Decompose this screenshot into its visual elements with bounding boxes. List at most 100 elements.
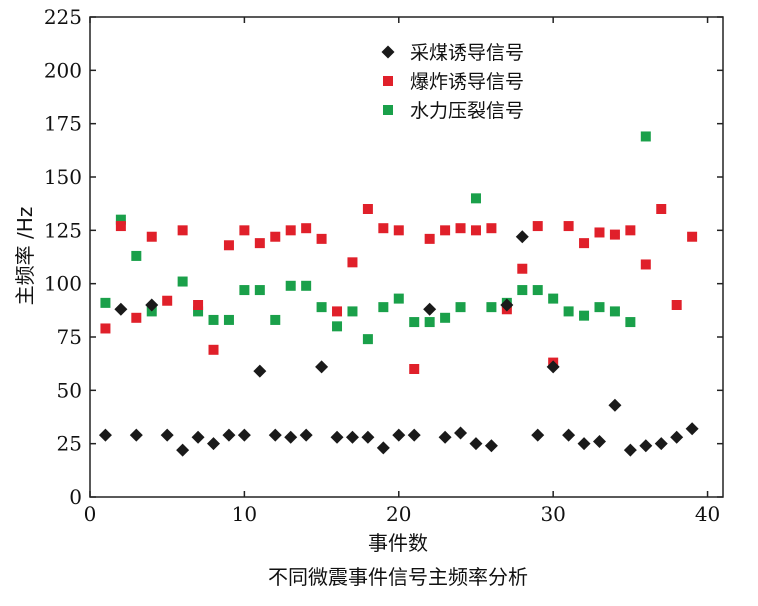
x-tick-label: 10 [232, 502, 257, 526]
y-tick-label: 25 [57, 432, 82, 456]
x-tick-label: 0 [84, 502, 97, 526]
data-point-square [440, 225, 451, 236]
data-point-diamond [299, 428, 313, 442]
data-point-square [162, 295, 173, 306]
data-point-square [254, 285, 265, 296]
y-tick-label: 100 [44, 272, 82, 296]
data-point-square [640, 131, 651, 142]
data-point-square [316, 302, 327, 313]
x-tick-label: 40 [695, 502, 720, 526]
data-point-square [470, 193, 481, 204]
data-point-square [517, 285, 528, 296]
data-point-square [424, 233, 435, 244]
data-point-square [270, 314, 281, 325]
data-point-diamond [608, 398, 622, 412]
data-point-square [347, 306, 358, 317]
data-point-square [609, 306, 620, 317]
data-point-square [625, 225, 636, 236]
data-point-diamond [407, 428, 421, 442]
legend-marker [383, 76, 393, 86]
data-point-diamond [392, 428, 406, 442]
data-point-square [177, 276, 188, 287]
data-point-diamond [160, 428, 174, 442]
data-point-diamond [315, 360, 329, 374]
data-point-square [223, 240, 234, 251]
data-point-square [393, 225, 404, 236]
data-point-diamond [654, 437, 668, 451]
data-point-diamond [577, 437, 591, 451]
data-point-diamond [253, 364, 267, 378]
data-point-square [579, 310, 590, 321]
data-point-square [409, 364, 420, 374]
plot-frame [89, 16, 724, 498]
data-point-square [254, 238, 265, 249]
data-point-square [594, 302, 605, 313]
data-point-square [100, 323, 111, 334]
x-tick-label: 30 [540, 502, 565, 526]
data-point-square [455, 302, 466, 313]
data-point-square [656, 204, 667, 214]
data-point-square [193, 300, 204, 310]
data-point-square [532, 221, 543, 232]
data-point-square [440, 312, 451, 323]
data-point-diamond [176, 443, 190, 457]
data-markers [98, 131, 699, 457]
data-point-diamond [469, 437, 483, 451]
legend-marker [383, 105, 393, 115]
data-point-square [687, 231, 698, 242]
data-point-square [455, 223, 466, 234]
data-point-square [270, 231, 281, 242]
data-point-square [594, 227, 605, 238]
data-point-square [285, 225, 296, 236]
data-point-square [470, 225, 481, 236]
data-point-square [131, 312, 142, 323]
data-point-diamond [423, 302, 437, 316]
data-point-square [563, 306, 574, 317]
data-point-diamond [515, 230, 529, 244]
data-point-square [424, 317, 435, 328]
data-point-square [362, 334, 373, 345]
data-point-diamond [345, 430, 359, 444]
data-point-square [409, 317, 420, 328]
y-tick-label: 175 [44, 112, 82, 136]
data-point-square [301, 280, 312, 291]
legend-label: 爆炸诱导信号 [410, 71, 524, 93]
data-point-square [640, 259, 651, 270]
data-point-diamond [237, 428, 251, 442]
y-tick-label: 225 [44, 5, 82, 29]
data-point-diamond [546, 360, 560, 374]
y-tick-label: 75 [57, 325, 82, 349]
data-point-diamond [454, 426, 468, 440]
data-point-diamond [191, 430, 205, 444]
data-point-square [532, 285, 543, 296]
data-point-square [100, 297, 111, 308]
data-point-diamond [670, 430, 684, 444]
data-point-square [563, 221, 574, 232]
data-point-square [486, 223, 497, 234]
data-point-square [517, 263, 528, 274]
data-point-diamond [639, 439, 653, 453]
data-point-square [115, 221, 126, 232]
data-point-diamond [284, 430, 298, 444]
data-point-square [208, 314, 219, 325]
data-point-square [239, 225, 250, 236]
data-point-square [316, 233, 327, 244]
data-point-diamond [484, 439, 498, 453]
data-point-square [208, 344, 219, 355]
data-point-square [115, 214, 126, 225]
data-point-diamond [592, 435, 606, 449]
data-point-square [579, 238, 590, 249]
data-point-diamond [268, 428, 282, 442]
chart-caption: 不同微震事件信号主频率分析 [268, 565, 528, 589]
x-tick-label: 20 [386, 502, 411, 526]
data-point-diamond [145, 298, 159, 312]
legend-label: 水力压裂信号 [410, 100, 524, 122]
y-axis-title: 主频率 /Hz [13, 207, 37, 306]
data-point-diamond [361, 430, 375, 444]
y-tick-label: 0 [69, 485, 82, 509]
legend-label: 采煤诱导信号 [410, 42, 524, 64]
data-point-square [378, 302, 389, 313]
data-point-square [347, 257, 358, 268]
data-point-diamond [222, 428, 236, 442]
